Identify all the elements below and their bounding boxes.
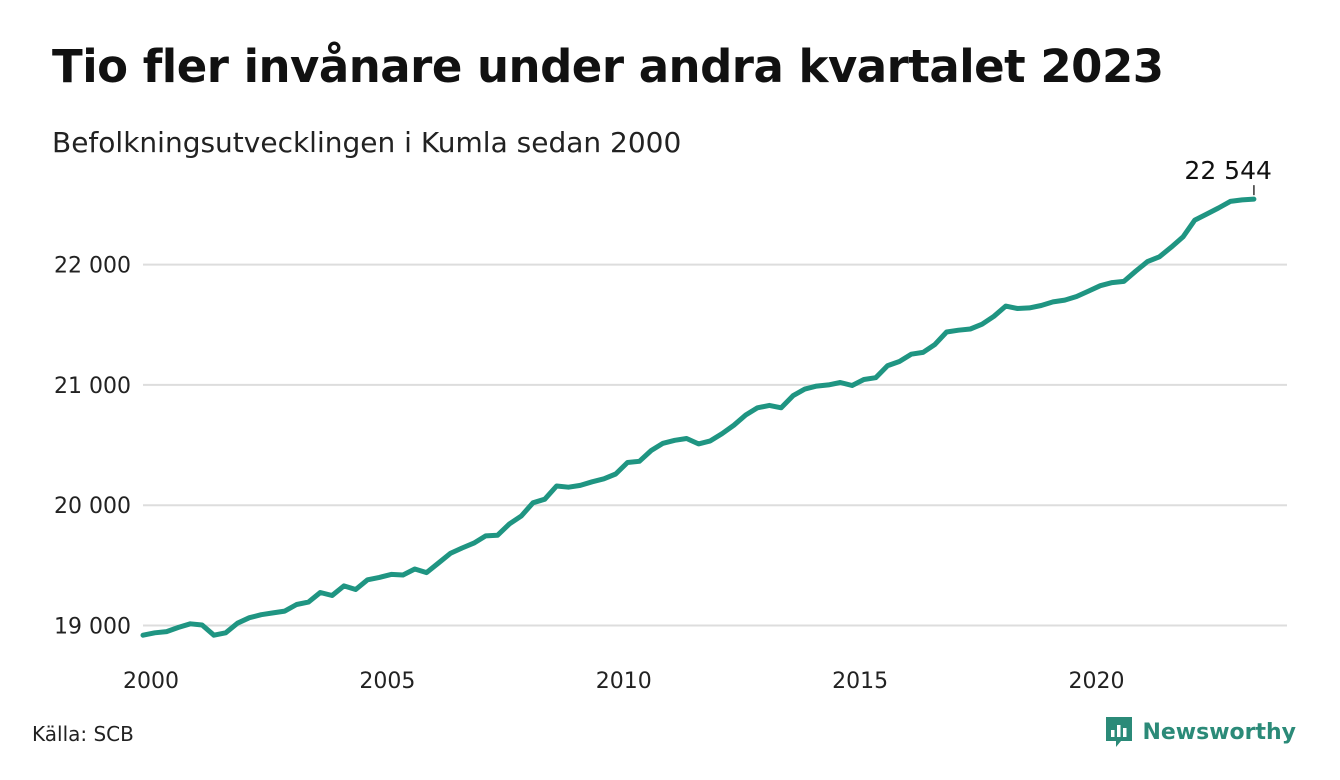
y-tick-label: 22 000 (54, 254, 131, 279)
series-group (140, 196, 1257, 638)
y-axis-tick-labels: 19 000 20 000 21 000 22 000 (54, 254, 131, 640)
x-tick-label: 2020 (1068, 669, 1124, 694)
chart-title: Tio fler invånare under andra kvartalet … (52, 40, 1164, 93)
brand-name: Newsworthy (1142, 719, 1296, 745)
annotation-label: 22 544 (1184, 156, 1271, 185)
x-tick-label: 2005 (359, 669, 415, 694)
x-axis-tick-labels: 2000 2005 2010 2015 2020 (123, 669, 1124, 694)
brand-logo: Newsworthy (1104, 715, 1296, 749)
x-tick-label: 2000 (123, 669, 179, 694)
series-line (140, 196, 1257, 638)
x-tick-label: 2010 (596, 669, 652, 694)
y-tick-label: 20 000 (54, 494, 131, 519)
chart-speech-bubble-icon (1106, 717, 1133, 747)
gridlines (143, 263, 1287, 627)
y-tick-label: 19 000 (54, 615, 131, 640)
source-label: Källa: SCB (32, 722, 134, 746)
annotation-group: 22 544 (1184, 156, 1272, 196)
x-tick-label: 2015 (832, 669, 888, 694)
chart-subtitle: Befolkningsutvecklingen i Kumla sedan 20… (52, 126, 682, 159)
y-tick-label: 21 000 (54, 374, 131, 399)
